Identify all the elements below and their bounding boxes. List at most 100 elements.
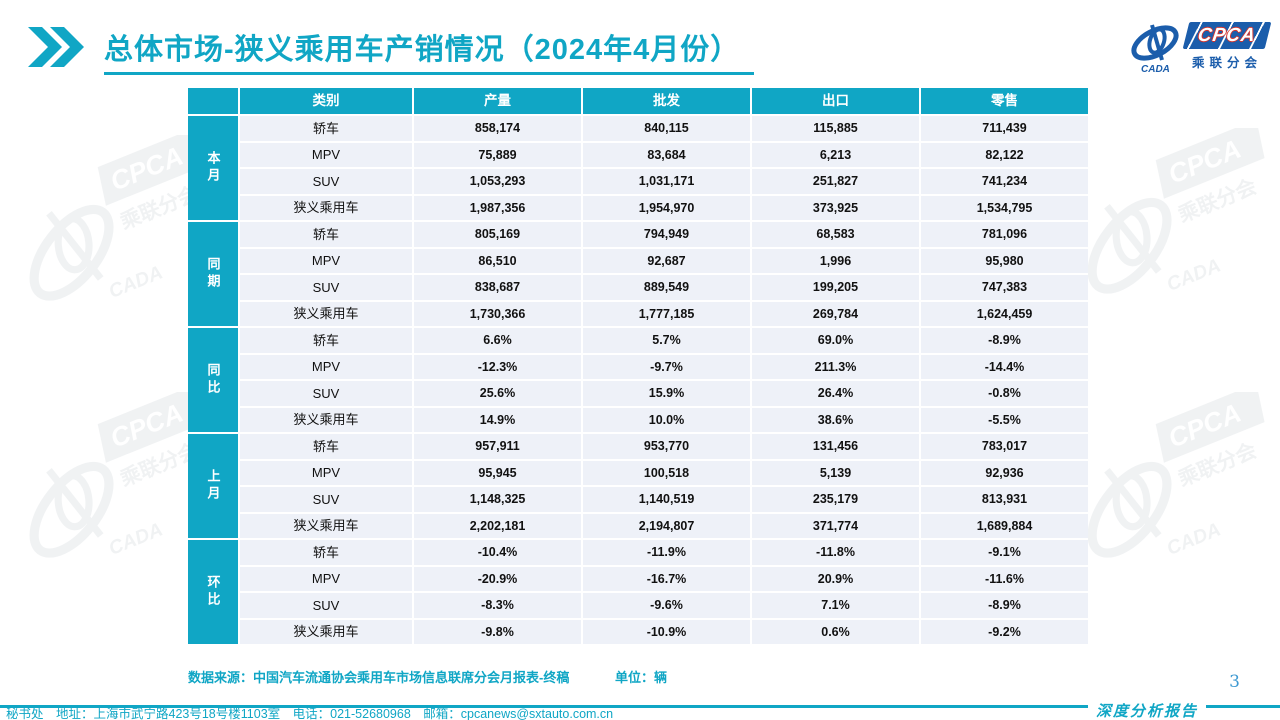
table-corner-cell	[188, 88, 238, 114]
value-cell: 6.6%	[414, 328, 581, 353]
value-cell: 25.6%	[414, 381, 581, 406]
category-cell: SUV	[240, 381, 412, 406]
double-chevron-icon	[28, 27, 84, 67]
value-cell: 5.7%	[583, 328, 750, 353]
value-cell: -16.7%	[583, 566, 750, 591]
value-cell: 1,987,356	[414, 195, 581, 220]
value-cell: 95,945	[414, 460, 581, 485]
value-cell: -20.9%	[414, 566, 581, 591]
category-cell: 轿车	[240, 222, 412, 247]
category-cell: 轿车	[240, 328, 412, 353]
category-cell: 狭义乘用车	[240, 195, 412, 220]
value-cell: 1,777,185	[583, 301, 750, 326]
group-label: 本月	[188, 116, 238, 220]
value-cell: 957,911	[414, 434, 581, 459]
watermark-cpca-logo	[1072, 128, 1280, 343]
value-cell: 15.9%	[583, 381, 750, 406]
value-cell: -0.8%	[921, 381, 1088, 406]
category-cell: 轿车	[240, 434, 412, 459]
category-cell: 轿车	[240, 116, 412, 141]
group-label: 环比	[188, 540, 238, 644]
value-cell: 83,684	[583, 142, 750, 167]
page-number: 3	[1229, 672, 1240, 692]
category-cell: 狭义乘用车	[240, 301, 412, 326]
group-label: 同期	[188, 222, 238, 326]
category-cell: SUV	[240, 593, 412, 618]
watermark-cpca-logo	[1072, 392, 1280, 607]
source-note: 数据来源：中国汽车流通协会乘用车市场信息联席分会月报表-终稿	[188, 670, 570, 685]
value-cell: -10.4%	[414, 540, 581, 565]
cada-text: CADA	[1141, 64, 1170, 74]
value-cell: 2,202,181	[414, 513, 581, 538]
value-cell: 2,194,807	[583, 513, 750, 538]
value-cell: -11.6%	[921, 566, 1088, 591]
category-cell: MPV	[240, 566, 412, 591]
category-cell: 狭义乘用车	[240, 407, 412, 432]
value-cell: 5,139	[752, 460, 919, 485]
value-cell: -14.4%	[921, 354, 1088, 379]
cada-emblem-icon: CADA	[1131, 24, 1179, 74]
value-cell: 269,784	[752, 301, 919, 326]
value-cell: 813,931	[921, 487, 1088, 512]
cpca-logo: CADA CPCA 乘联分会	[1128, 22, 1272, 74]
value-cell: 92,936	[921, 460, 1088, 485]
production-sales-table: 类别 产量 批发 出口 零售 本月 轿车 858,174 840,115 115,885 711,4…	[188, 88, 1088, 644]
value-cell: 1,053,293	[414, 169, 581, 194]
value-cell: -11.9%	[583, 540, 750, 565]
value-cell: -8.9%	[921, 328, 1088, 353]
value-cell: 115,885	[752, 116, 919, 141]
column-header: 产量	[414, 88, 581, 114]
value-cell: 211.3%	[752, 354, 919, 379]
category-cell: MPV	[240, 460, 412, 485]
value-cell: -11.8%	[752, 540, 919, 565]
category-cell: SUV	[240, 169, 412, 194]
value-cell: 1,534,795	[921, 195, 1088, 220]
value-cell: -10.9%	[583, 619, 750, 644]
value-cell: -9.2%	[921, 619, 1088, 644]
value-cell: 20.9%	[752, 566, 919, 591]
value-cell: 1,148,325	[414, 487, 581, 512]
value-cell: 7.1%	[752, 593, 919, 618]
value-cell: 371,774	[752, 513, 919, 538]
value-cell: 131,456	[752, 434, 919, 459]
value-cell: 741,234	[921, 169, 1088, 194]
column-header: 批发	[583, 88, 750, 114]
value-cell: -12.3%	[414, 354, 581, 379]
contact-info: 秘书处 地址：上海市武宁路423号18号楼1103室 电话：021-526809…	[6, 707, 614, 720]
value-cell: 69.0%	[752, 328, 919, 353]
value-cell: 68,583	[752, 222, 919, 247]
value-cell: 82,122	[921, 142, 1088, 167]
value-cell: 1,689,884	[921, 513, 1088, 538]
value-cell: 1,996	[752, 248, 919, 273]
cpca-logo-right: CPCA 乘联分会	[1182, 22, 1272, 71]
category-cell: 狭义乘用车	[240, 619, 412, 644]
category-cell: 轿车	[240, 540, 412, 565]
cpca-box: CPCA	[1182, 22, 1272, 49]
footer-rule-left	[0, 705, 1088, 708]
value-cell: 26.4%	[752, 381, 919, 406]
value-cell: 794,949	[583, 222, 750, 247]
report-type-label: 深度分析报告	[1095, 702, 1198, 720]
value-cell: 840,115	[583, 116, 750, 141]
value-cell: 6,213	[752, 142, 919, 167]
cpca-text: CPCA	[1196, 24, 1258, 46]
value-cell: 92,687	[583, 248, 750, 273]
value-cell: 100,518	[583, 460, 750, 485]
value-cell: 14.9%	[414, 407, 581, 432]
value-cell: 10.0%	[583, 407, 750, 432]
value-cell: -9.6%	[583, 593, 750, 618]
value-cell: 889,549	[583, 275, 750, 300]
value-cell: 75,889	[414, 142, 581, 167]
value-cell: 781,096	[921, 222, 1088, 247]
value-cell: -5.5%	[921, 407, 1088, 432]
source-note-row: 数据来源：中国汽车流通协会乘用车市场信息联席分会月报表-终稿 单位：辆	[188, 667, 667, 686]
value-cell: 1,954,970	[583, 195, 750, 220]
footer-rule-right	[1206, 705, 1280, 708]
page-title: 总体市场-狭义乘用车产销情况（2024年4月份）	[104, 26, 755, 75]
value-cell: 953,770	[583, 434, 750, 459]
category-cell: MPV	[240, 248, 412, 273]
value-cell: 95,980	[921, 248, 1088, 273]
value-cell: 1,730,366	[414, 301, 581, 326]
value-cell: 373,925	[752, 195, 919, 220]
